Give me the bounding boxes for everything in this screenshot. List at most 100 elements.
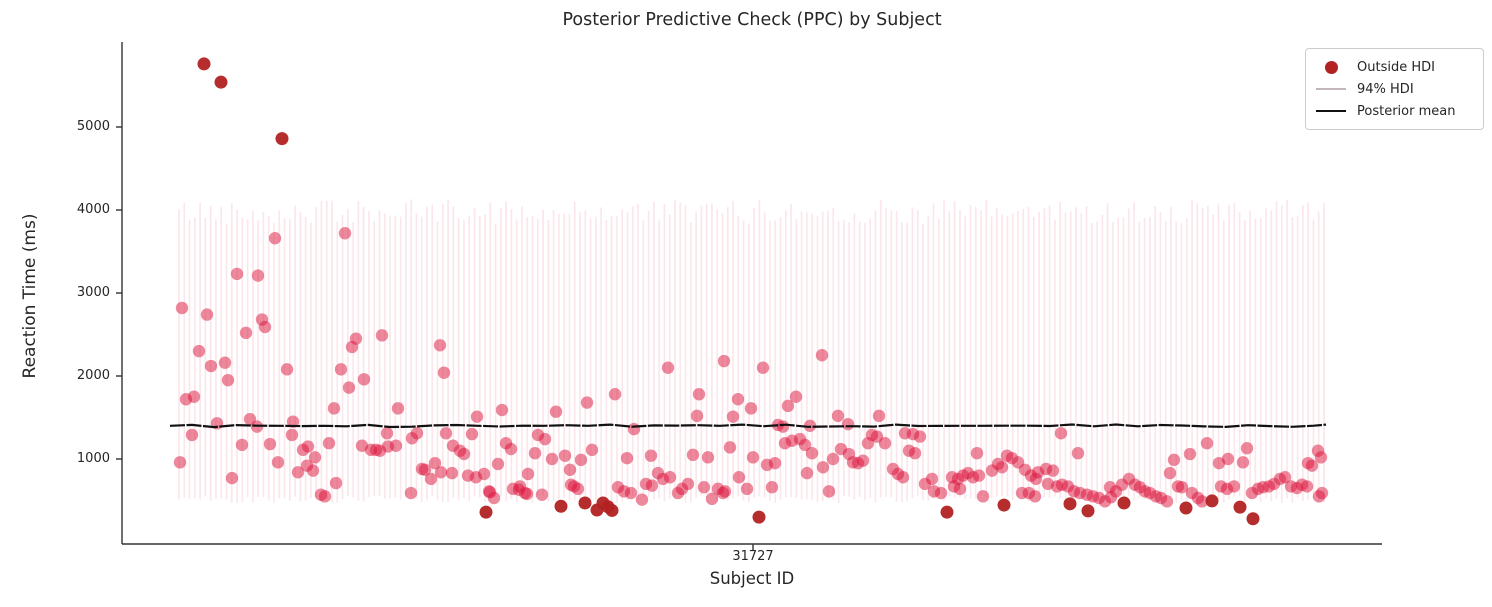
ppc-point <box>235 438 249 452</box>
ppc-point <box>329 476 343 490</box>
ppc-point <box>433 339 447 352</box>
outside-hdi-point <box>1063 497 1077 511</box>
ppc-point <box>380 427 394 440</box>
ppc-point <box>192 344 206 358</box>
ppc-point <box>970 446 984 460</box>
x-tick-label: 31727 <box>732 549 774 564</box>
outside-hdi-point <box>997 498 1011 512</box>
legend-line-marker <box>1314 110 1348 112</box>
ppc-point <box>717 354 731 368</box>
legend-item: 94% HDI <box>1314 78 1473 100</box>
ppc-point <box>681 477 695 491</box>
ppc-point <box>1315 486 1329 500</box>
outside-hdi-point <box>1117 496 1131 510</box>
ppc-point <box>389 439 403 452</box>
ppc-point <box>620 451 634 465</box>
ppc-point <box>686 448 700 462</box>
ppc-point <box>765 481 779 494</box>
ppc-point <box>268 232 282 245</box>
ppc-point <box>338 227 352 240</box>
ppc-point <box>465 427 479 441</box>
outside-hdi-point <box>578 496 592 510</box>
ppc-point <box>723 441 737 454</box>
ppc-point <box>439 427 453 440</box>
ppc-point <box>635 493 649 506</box>
legend-dot-marker <box>1314 60 1348 74</box>
ppc-point <box>908 446 922 460</box>
ppc-point <box>726 410 740 423</box>
ppc-point <box>744 402 758 415</box>
ppc-point <box>580 396 594 409</box>
ppc-point <box>495 403 509 417</box>
ppc-point <box>286 415 300 428</box>
ppc-point <box>1054 427 1068 440</box>
ppc-point <box>1221 452 1235 466</box>
ppc-point <box>624 486 638 500</box>
ppc-point <box>204 359 218 373</box>
ppc-point <box>645 479 659 492</box>
outside-hdi-point <box>479 505 493 519</box>
outside-hdi-point <box>1233 500 1247 514</box>
ppc-point <box>173 456 187 469</box>
ppc-point <box>428 456 442 470</box>
ppc-point <box>746 451 760 464</box>
ppc-point <box>434 466 448 479</box>
ppc-point <box>230 267 244 281</box>
ppc-point <box>663 471 677 484</box>
ppc-point <box>705 492 719 506</box>
outside-hdi-point <box>1205 494 1219 508</box>
ppc-point <box>558 449 572 462</box>
y-tick-label: 4000 <box>76 202 110 217</box>
ppc-point <box>789 390 803 403</box>
ppc-point <box>535 488 549 501</box>
chart-title: Posterior Predictive Check (PPC) by Subj… <box>562 10 942 30</box>
ppc-point <box>410 427 424 440</box>
ppc-point <box>934 486 948 500</box>
ppc-point <box>1236 456 1250 469</box>
ppc-point <box>1227 480 1241 493</box>
ppc-point <box>342 381 356 394</box>
ppc-point <box>301 440 315 453</box>
ppc-point <box>375 329 389 342</box>
ppc-point <box>225 471 239 485</box>
ppc-point <box>1278 471 1292 484</box>
ppc-point <box>781 399 795 413</box>
ppc-point <box>528 446 542 460</box>
ppc-point <box>218 356 232 369</box>
ppc-point <box>391 402 405 415</box>
legend-item: Posterior mean <box>1314 100 1473 122</box>
outside-hdi-point <box>197 57 211 71</box>
ppc-point <box>925 472 939 486</box>
ppc-point <box>896 471 910 484</box>
ppc-point <box>1200 437 1214 450</box>
outside-hdi-point <box>1081 504 1095 518</box>
ppc-point <box>1175 481 1189 494</box>
ppc-point <box>972 469 986 482</box>
ppc-point <box>976 490 990 503</box>
ppc-point <box>1028 490 1042 503</box>
ppc-point <box>913 430 927 443</box>
ppc-point <box>424 472 438 486</box>
y-tick-label: 5000 <box>76 119 110 134</box>
ppc-point <box>470 410 484 423</box>
y-tick-label: 1000 <box>76 451 110 466</box>
ppc-point <box>221 373 235 387</box>
ppc-point <box>826 452 840 466</box>
ppc-point <box>306 464 320 477</box>
legend-label: 94% HDI <box>1357 81 1414 97</box>
ppc-point <box>349 332 363 345</box>
ppc-point <box>815 349 829 362</box>
ppc-point <box>831 409 845 423</box>
ppc-point <box>549 405 563 418</box>
ppc-point <box>1167 453 1181 467</box>
ppc-point <box>1160 495 1174 508</box>
ppc-point <box>608 388 622 401</box>
ppc-point <box>251 269 265 282</box>
ppc-point <box>701 451 715 464</box>
ppc-point <box>545 452 559 466</box>
ppc-point <box>280 363 294 376</box>
ppc-point <box>878 437 892 450</box>
ppc-point <box>776 420 790 433</box>
legend-item: Outside HDI <box>1314 56 1473 78</box>
